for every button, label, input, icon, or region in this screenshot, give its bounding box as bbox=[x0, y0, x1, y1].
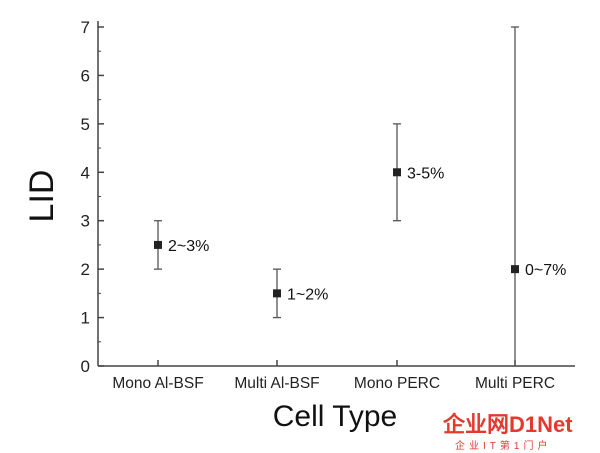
y-tick-label: 3 bbox=[81, 212, 90, 231]
watermark: 企业网D1Net 企业IT第1门户 bbox=[442, 412, 573, 452]
data-marks: 2~3% 1~2% 3-5% 0~7% bbox=[154, 26, 566, 367]
y-ticks: 0 1 2 3 4 5 6 7 bbox=[81, 18, 104, 376]
y-axis-title: LID bbox=[23, 170, 61, 223]
y-tick-label: 0 bbox=[81, 357, 90, 376]
y-tick-label: 5 bbox=[81, 115, 90, 134]
y-tick-label: 4 bbox=[81, 163, 90, 182]
data-point bbox=[511, 265, 519, 274]
y-tick-label: 7 bbox=[81, 18, 90, 37]
watermark-logo-text: 企业网D1Net bbox=[442, 412, 573, 437]
y-tick-label: 2 bbox=[81, 260, 90, 279]
watermark-tagline: 企业IT第1门户 bbox=[455, 439, 551, 452]
y-tick-label: 1 bbox=[81, 309, 90, 328]
data-label: 3-5% bbox=[407, 165, 444, 182]
x-axis-title: Cell Type bbox=[273, 400, 398, 433]
data-point bbox=[154, 240, 162, 249]
data-point bbox=[393, 168, 401, 177]
data-label: 2~3% bbox=[168, 238, 209, 255]
axes bbox=[97, 21, 575, 367]
x-category-label: Mono Al-BSF bbox=[112, 375, 203, 392]
data-label: 0~7% bbox=[525, 262, 566, 279]
x-category-label: Multi Al-BSF bbox=[234, 375, 319, 392]
data-point bbox=[273, 289, 281, 298]
x-category-label: Multi PERC bbox=[475, 375, 555, 392]
y-tick-label: 6 bbox=[81, 66, 90, 85]
x-category-label: Mono PERC bbox=[354, 375, 440, 392]
x-category-labels: Mono Al-BSF Multi Al-BSF Mono PERC Multi PE… bbox=[112, 360, 555, 392]
data-label: 1~2% bbox=[287, 286, 328, 303]
